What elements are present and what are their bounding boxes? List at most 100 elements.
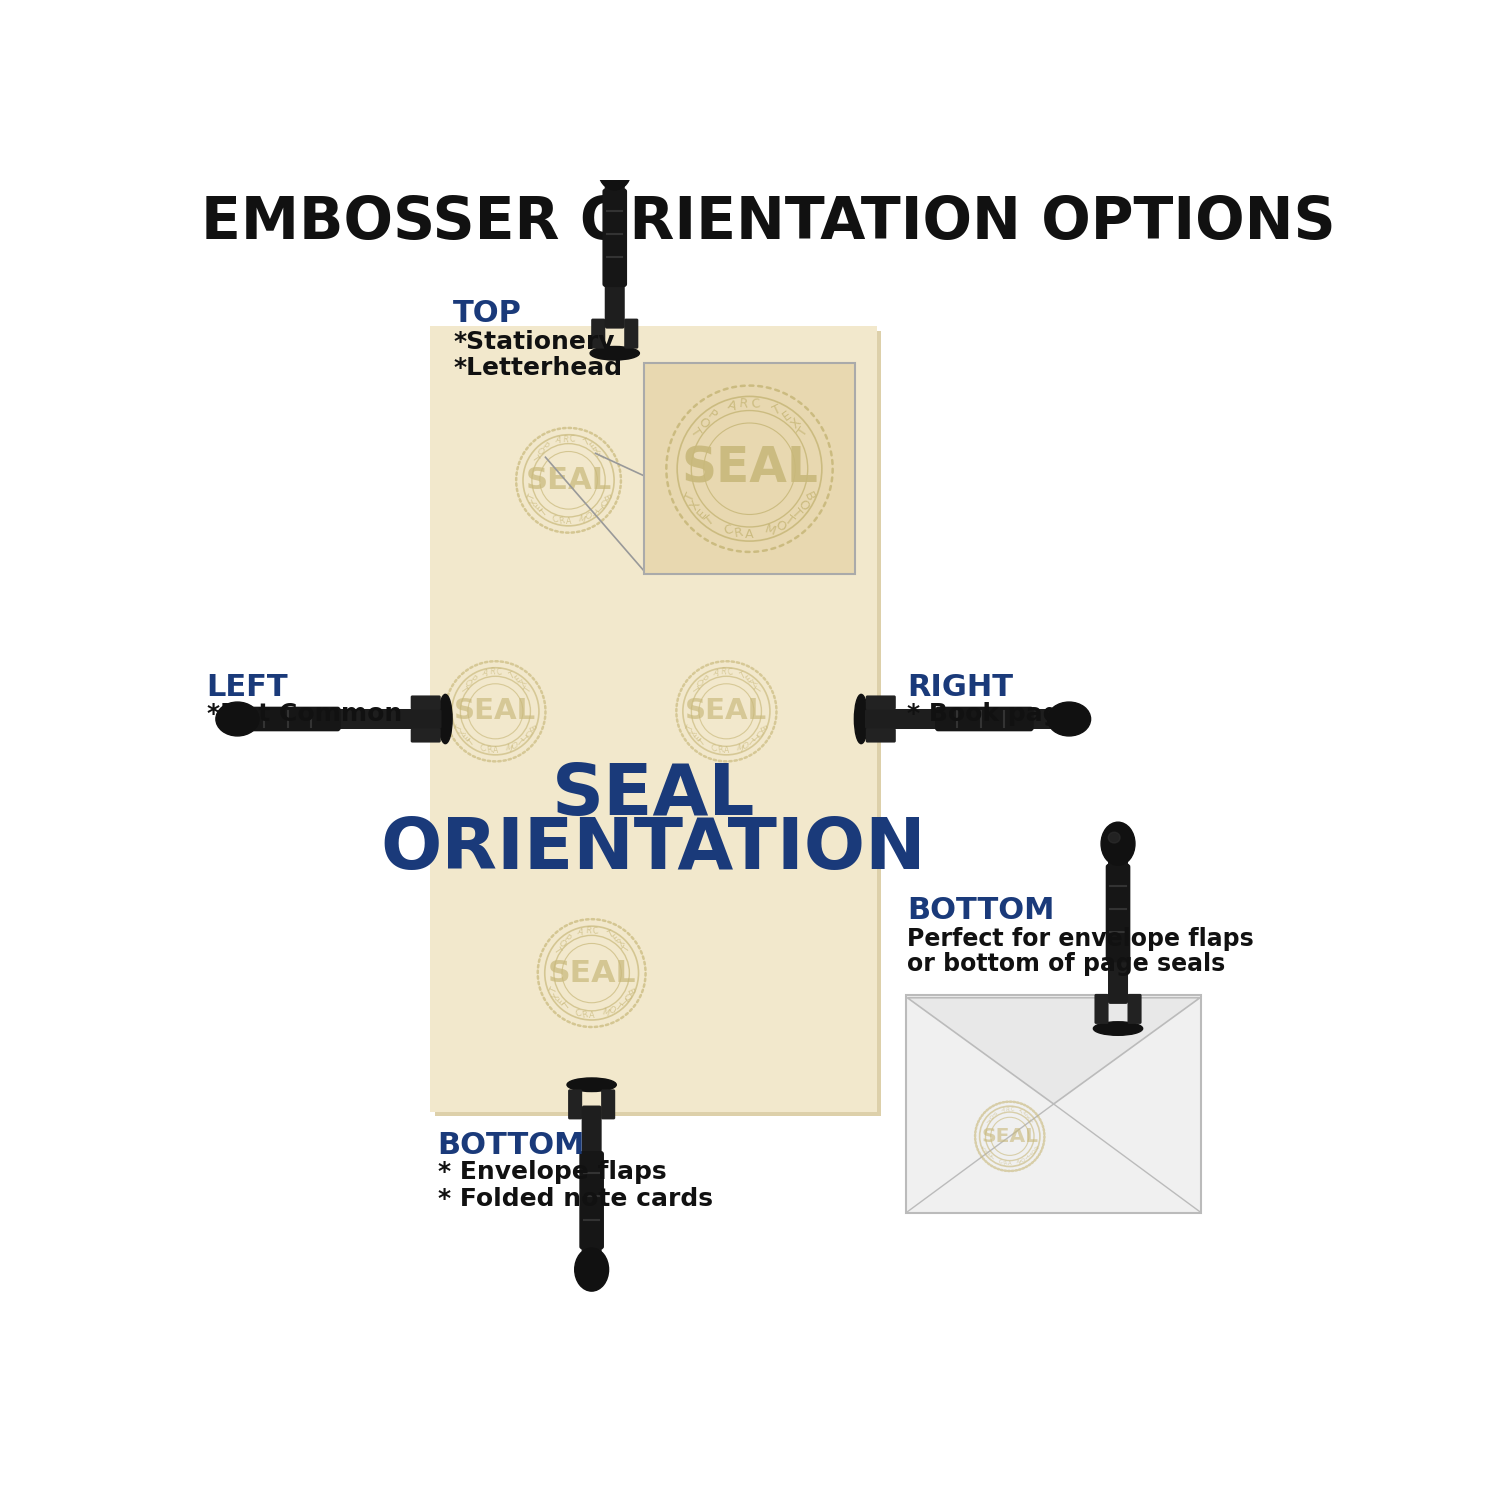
Text: T: T [746, 738, 754, 747]
Text: O: O [694, 416, 711, 432]
Text: T: T [618, 998, 627, 1008]
Text: T: T [789, 507, 804, 520]
Text: X: X [688, 498, 703, 513]
Text: Perfect for envelope flaps: Perfect for envelope flaps [908, 927, 1254, 951]
Text: A: A [590, 1011, 594, 1020]
FancyBboxPatch shape [865, 710, 1064, 729]
Text: P: P [540, 442, 549, 452]
Text: or bottom of page seals: or bottom of page seals [908, 952, 1226, 976]
Text: A: A [576, 927, 585, 938]
Text: P: P [992, 1112, 996, 1118]
Text: T: T [561, 1002, 572, 1013]
Text: SEAL: SEAL [525, 466, 612, 495]
Text: T: T [519, 734, 528, 742]
Text: T: T [509, 670, 516, 681]
Text: O: O [1029, 1149, 1035, 1155]
Text: E: E [744, 675, 754, 684]
Text: O: O [534, 446, 544, 458]
Text: T: T [704, 513, 717, 528]
Text: M: M [764, 522, 777, 538]
Text: B: B [600, 494, 610, 502]
Text: X: X [750, 680, 759, 688]
FancyBboxPatch shape [582, 1106, 602, 1280]
FancyBboxPatch shape [603, 189, 627, 286]
Text: C: C [750, 398, 760, 411]
Text: C: C [999, 1160, 1004, 1166]
Text: T: T [458, 686, 468, 693]
FancyBboxPatch shape [1128, 994, 1142, 1024]
FancyBboxPatch shape [934, 706, 1034, 732]
Text: B: B [624, 987, 634, 996]
Text: O: O [462, 678, 472, 688]
Text: E: E [588, 441, 597, 452]
Ellipse shape [604, 158, 616, 168]
Ellipse shape [1108, 833, 1120, 843]
Text: E: E [987, 1152, 993, 1158]
Text: C: C [478, 744, 488, 753]
Text: T: T [782, 513, 796, 528]
Ellipse shape [590, 346, 639, 360]
FancyBboxPatch shape [602, 1089, 615, 1119]
Text: A: A [746, 528, 754, 540]
Text: O: O [597, 498, 608, 508]
Text: T: T [454, 724, 465, 732]
Text: T: T [1019, 1108, 1025, 1114]
Text: SEAL: SEAL [552, 762, 754, 831]
Text: M: M [504, 742, 513, 754]
Text: O: O [753, 729, 764, 738]
Text: T: T [606, 930, 613, 940]
FancyBboxPatch shape [1108, 834, 1128, 1004]
FancyBboxPatch shape [591, 318, 606, 348]
Text: P: P [705, 408, 718, 423]
Text: X: X [616, 939, 627, 948]
FancyBboxPatch shape [243, 710, 441, 729]
Text: P: P [562, 933, 572, 944]
Text: T: T [1029, 1119, 1035, 1124]
Text: * Envelope flaps: * Envelope flaps [438, 1160, 666, 1184]
Text: C: C [710, 744, 718, 753]
Text: M: M [1016, 1160, 1022, 1166]
FancyBboxPatch shape [242, 706, 340, 732]
FancyBboxPatch shape [430, 327, 876, 1112]
Text: O: O [509, 741, 519, 752]
Text: X: X [1026, 1114, 1032, 1120]
Text: T: T [698, 738, 708, 747]
FancyBboxPatch shape [411, 696, 441, 709]
Text: E: E [534, 504, 544, 513]
FancyBboxPatch shape [579, 1150, 604, 1250]
Text: E: E [462, 734, 472, 744]
FancyBboxPatch shape [906, 994, 1202, 1214]
Text: A: A [724, 746, 729, 754]
Text: TOP: TOP [453, 300, 522, 328]
Text: C: C [568, 435, 576, 444]
Text: O: O [621, 992, 632, 1002]
Text: O: O [740, 741, 750, 752]
Text: A: A [1008, 1161, 1011, 1166]
Text: X: X [688, 729, 699, 738]
Text: C: C [496, 668, 502, 676]
Text: A: A [712, 669, 720, 678]
Text: SEAL: SEAL [548, 958, 636, 987]
Text: T: T [984, 1119, 990, 1124]
Text: O: O [795, 498, 812, 513]
Text: R: R [562, 435, 568, 444]
Text: T: T [530, 453, 540, 462]
Ellipse shape [1047, 702, 1090, 736]
Text: X: X [984, 1149, 990, 1155]
Ellipse shape [574, 1248, 609, 1292]
Text: P: P [699, 675, 708, 684]
Text: T: T [754, 686, 764, 693]
FancyBboxPatch shape [624, 318, 639, 348]
Ellipse shape [855, 694, 868, 744]
Text: O: O [584, 512, 592, 522]
FancyBboxPatch shape [411, 729, 441, 742]
Text: O: O [556, 938, 567, 950]
FancyBboxPatch shape [865, 696, 895, 709]
Text: R: R [738, 398, 748, 411]
Text: *Not Common: *Not Common [207, 702, 402, 726]
Text: O: O [987, 1114, 993, 1120]
Text: M: M [735, 742, 744, 754]
Text: M: M [600, 1008, 610, 1019]
Text: X: X [789, 416, 804, 430]
Text: T: T [548, 987, 558, 996]
